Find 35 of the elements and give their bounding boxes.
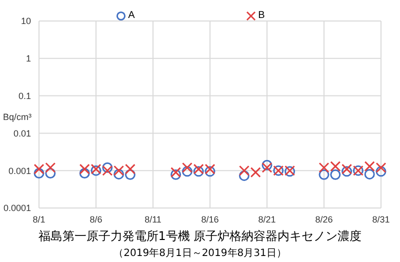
point <box>238 170 250 181</box>
point <box>193 166 204 177</box>
point <box>114 168 124 180</box>
point <box>318 169 330 180</box>
point <box>330 169 341 180</box>
text: 福島第一原子力発電所1号機 原子炉格納容器内キセノン濃度 <box>37 228 363 245</box>
point <box>204 166 216 177</box>
point <box>34 168 44 178</box>
legend-label: A <box>127 10 135 21</box>
point <box>376 166 386 177</box>
y-tick-label: 0.0001 <box>3 203 31 214</box>
y-tick-label: 0.01 <box>13 128 31 138</box>
y-axis-title: Bq/cm³ <box>3 112 32 122</box>
point <box>124 169 136 180</box>
point <box>79 168 90 178</box>
y-tick-label: 1 <box>26 54 31 64</box>
x-tick-label: 8/11 <box>144 214 162 224</box>
x-tick-label: 8/16 <box>201 214 219 224</box>
x-tick-label: 8/31 <box>372 214 390 224</box>
point <box>102 162 113 173</box>
point <box>262 160 272 170</box>
x-tick-label: 8/21 <box>258 214 276 224</box>
x-tick-label: 8/6 <box>90 214 102 224</box>
y-tick-label: 0.001 <box>8 166 31 176</box>
point <box>182 166 192 177</box>
point <box>364 168 375 180</box>
point <box>342 166 352 177</box>
text: （2019年8月1日～2019年8月31日） <box>112 247 288 260</box>
x-tick-label: 8/26 <box>315 214 333 224</box>
point <box>262 162 272 173</box>
y-tick-label: 0.1 <box>18 90 31 101</box>
y-tick-label: 10 <box>20 16 31 26</box>
point <box>45 168 56 178</box>
x-tick-label: 8/1 <box>32 214 46 224</box>
legend-label: B <box>257 10 265 21</box>
